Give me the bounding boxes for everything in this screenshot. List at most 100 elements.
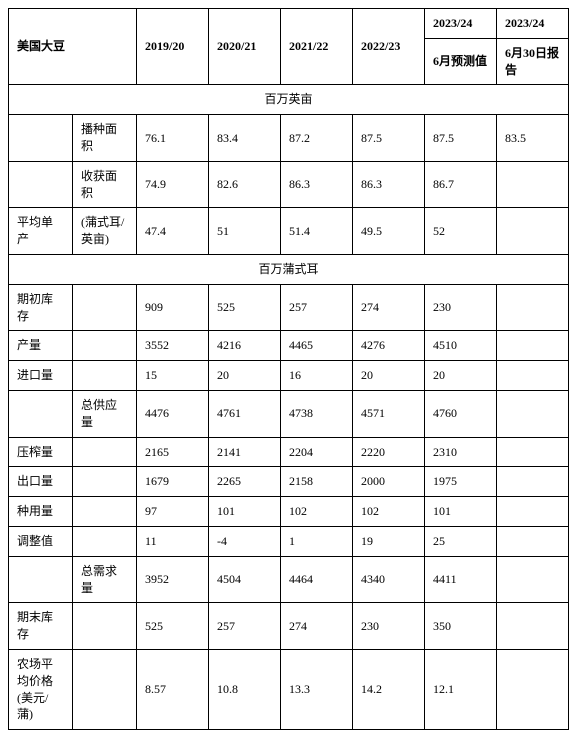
cell: 25	[425, 526, 497, 556]
cell-empty	[73, 437, 137, 467]
cell	[497, 603, 569, 650]
cell: 2265	[209, 467, 281, 497]
cell: 1	[281, 526, 353, 556]
cell: 12.1	[425, 649, 497, 729]
cell-empty	[73, 284, 137, 331]
row-harvested: 收获面积 74.9 82.6 86.3 86.3 86.7	[9, 161, 569, 208]
col-year-3: 2022/23	[353, 9, 425, 85]
cell: 20	[209, 361, 281, 391]
cell: 4738	[281, 390, 353, 437]
row-end-stock: 期末库存 525 257 274 230 350	[9, 603, 569, 650]
cell-empty	[73, 526, 137, 556]
cell: 525	[209, 284, 281, 331]
cell	[497, 526, 569, 556]
label-seed: 种用量	[9, 497, 73, 527]
cell: 14.2	[353, 649, 425, 729]
row-planted: 播种面积 76.1 83.4 87.2 87.5 87.5 83.5	[9, 115, 569, 162]
cell: 2158	[281, 467, 353, 497]
cell-empty	[9, 161, 73, 208]
cell: 1679	[137, 467, 209, 497]
col-year-2: 2021/22	[281, 9, 353, 85]
cell: 1975	[425, 467, 497, 497]
cell: 97	[137, 497, 209, 527]
cell: -4	[209, 526, 281, 556]
cell: 51	[209, 208, 281, 255]
cell: 4476	[137, 390, 209, 437]
cell: 2000	[353, 467, 425, 497]
cell: 230	[353, 603, 425, 650]
cell: 274	[353, 284, 425, 331]
cell: 4761	[209, 390, 281, 437]
cell: 3552	[137, 331, 209, 361]
col-year-5: 2023/24	[497, 9, 569, 39]
cell: 274	[281, 603, 353, 650]
section-acreage-label: 百万英亩	[9, 85, 569, 115]
section-acreage: 百万英亩	[9, 85, 569, 115]
cell: 82.6	[209, 161, 281, 208]
cell: 10.8	[209, 649, 281, 729]
cell: 4504	[209, 556, 281, 603]
row-residual: 调整值 11 -4 1 19 25	[9, 526, 569, 556]
cell: 8.57	[137, 649, 209, 729]
cell-empty	[73, 603, 137, 650]
row-seed: 种用量 97 101 102 102 101	[9, 497, 569, 527]
cell	[497, 437, 569, 467]
cell: 2165	[137, 437, 209, 467]
col-year-1: 2020/21	[209, 9, 281, 85]
row-demand: 总需求量 3952 4504 4464 4340 4411	[9, 556, 569, 603]
cell-empty	[73, 497, 137, 527]
cell: 76.1	[137, 115, 209, 162]
cell: 2141	[209, 437, 281, 467]
label-exports: 出口量	[9, 467, 73, 497]
cell: 87.5	[425, 115, 497, 162]
cell-empty	[9, 115, 73, 162]
cell: 16	[281, 361, 353, 391]
cell-empty	[9, 390, 73, 437]
subheader-forecast: 6月预测值	[425, 38, 497, 85]
cell	[497, 467, 569, 497]
cell: 87.5	[353, 115, 425, 162]
cell: 4510	[425, 331, 497, 361]
soybean-table: 美国大豆 2019/20 2020/21 2021/22 2022/23 202…	[8, 8, 569, 730]
label-yield-group: 平均单产	[9, 208, 73, 255]
cell: 101	[425, 497, 497, 527]
cell	[497, 556, 569, 603]
cell: 87.2	[281, 115, 353, 162]
table-title: 美国大豆	[9, 9, 137, 85]
cell: 257	[209, 603, 281, 650]
cell	[497, 649, 569, 729]
cell: 13.3	[281, 649, 353, 729]
cell	[497, 284, 569, 331]
cell: 86.3	[281, 161, 353, 208]
cell	[497, 161, 569, 208]
label-planted: 播种面积	[73, 115, 137, 162]
cell-empty	[73, 649, 137, 729]
cell: 20	[425, 361, 497, 391]
cell: 49.5	[353, 208, 425, 255]
label-price: 农场平均价格(美元/蒲)	[9, 649, 73, 729]
row-supply: 总供应量 4476 4761 4738 4571 4760	[9, 390, 569, 437]
cell: 3952	[137, 556, 209, 603]
cell: 350	[425, 603, 497, 650]
cell	[497, 331, 569, 361]
cell-empty	[73, 331, 137, 361]
cell: 4276	[353, 331, 425, 361]
cell: 86.3	[353, 161, 425, 208]
col-year-4: 2023/24	[425, 9, 497, 39]
label-harvested: 收获面积	[73, 161, 137, 208]
cell-empty	[9, 556, 73, 603]
label-end-stock: 期末库存	[9, 603, 73, 650]
cell	[497, 390, 569, 437]
cell: 4465	[281, 331, 353, 361]
subheader-report: 6月30日报告	[497, 38, 569, 85]
cell: 2310	[425, 437, 497, 467]
cell: 4411	[425, 556, 497, 603]
row-begin-stock: 期初库存 909 525 257 274 230	[9, 284, 569, 331]
cell: 4760	[425, 390, 497, 437]
row-production: 产量 3552 4216 4465 4276 4510	[9, 331, 569, 361]
header-row-1: 美国大豆 2019/20 2020/21 2021/22 2022/23 202…	[9, 9, 569, 39]
row-crush: 压榨量 2165 2141 2204 2220 2310	[9, 437, 569, 467]
section-bushels: 百万蒲式耳	[9, 254, 569, 284]
cell: 102	[281, 497, 353, 527]
cell: 83.4	[209, 115, 281, 162]
